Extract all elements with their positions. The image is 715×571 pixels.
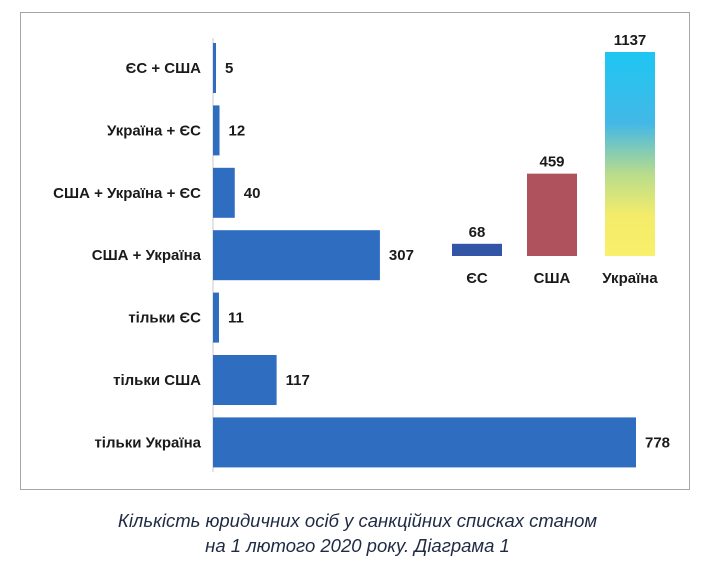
vbar-category-label: Україна: [602, 270, 658, 287]
hbar-category-label: США + Україна + ЄС: [53, 185, 201, 202]
hbar-category-label: тільки США: [113, 372, 201, 389]
vbar-єс: [452, 243, 502, 256]
vbar-category-label: США: [534, 270, 571, 287]
hbar-category-label: тільки Україна: [94, 434, 201, 451]
horizontal-bar-chart: ЄС + США 5 Україна + ЄС 12 США + Україна + Є…: [53, 38, 670, 472]
hbar-1: [213, 105, 220, 156]
hbar-5: [213, 355, 277, 405]
vbar-value-label: 68: [469, 224, 486, 241]
vbar-category-label: ЄС: [466, 270, 488, 287]
hbar-value-label: 778: [645, 434, 670, 451]
hbar-0: [213, 43, 216, 93]
figure-caption: Кількість юридичних осіб у санкційних сп…: [0, 508, 715, 558]
vertical-bar-chart: 68 ЄС 459 США 1137 Україна: [452, 32, 658, 287]
hbar-category-label: США + Україна: [92, 247, 202, 264]
hbar-category-label: Україна + ЄС: [107, 122, 201, 139]
hbar-value-label: 117: [286, 372, 310, 389]
chart-canvas: ЄС + США 5 Україна + ЄС 12 США + Україна + Є…: [53, 32, 670, 472]
vbar-україна: [605, 52, 655, 256]
hbar-value-label: 12: [229, 122, 246, 139]
vbar-value-label: 1137: [614, 32, 647, 49]
hbar-category-label: тільки ЄС: [128, 310, 201, 327]
hbar-value-label: 5: [225, 60, 233, 77]
hbar-2: [213, 167, 235, 218]
hbar-category-label: ЄС + США: [126, 60, 202, 77]
caption-line-1: Кількість юридичних осіб у санкційних сп…: [117, 510, 598, 531]
hbar-value-label: 40: [244, 185, 261, 202]
vbar-сша: [527, 173, 577, 256]
vbar-value-label: 459: [539, 154, 564, 171]
hbar-value-label: 11: [228, 310, 244, 327]
hbar-4: [213, 292, 219, 343]
hbar-3: [213, 230, 380, 281]
hbar-6: [213, 417, 636, 468]
caption-line-2: на 1 лютого 2020 року. Діаграма 1: [205, 535, 510, 556]
hbar-value-label: 307: [389, 247, 414, 264]
